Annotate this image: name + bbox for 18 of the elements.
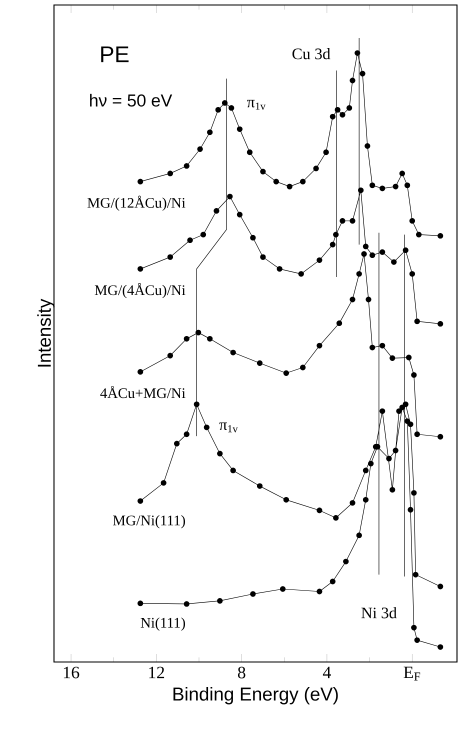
annotation: π$_{1v}$ (219, 422, 238, 432)
annotation: π$_{1v}$ (247, 100, 266, 110)
x-tick-label: 8 (238, 666, 246, 678)
series-label: MG/Ni(111) (113, 515, 186, 528)
annotation: PE (101, 46, 129, 62)
annotation: Cu 3d (292, 48, 330, 60)
series-label: MG/(12ÅCu)/Ni (87, 196, 186, 211)
series-label: 4ÅCu+MG/Ni (100, 386, 186, 398)
annotation: Ni 3d (361, 607, 397, 618)
x-tick-label: 16 (64, 666, 80, 678)
series-label: Ni(111) (140, 617, 186, 631)
annotation: hν = 50 eV (90, 94, 172, 107)
x-tick-label: 4 (322, 666, 331, 678)
x-axis-title: Binding Energy (eV) (173, 686, 338, 704)
x-tick-label: 12 (149, 666, 164, 678)
x-tick-label: E$_{F}$ (404, 666, 420, 680)
y-axis-title: Intensity (37, 298, 55, 367)
series-label: MG/(4ÅCu)/Ni (94, 283, 186, 298)
